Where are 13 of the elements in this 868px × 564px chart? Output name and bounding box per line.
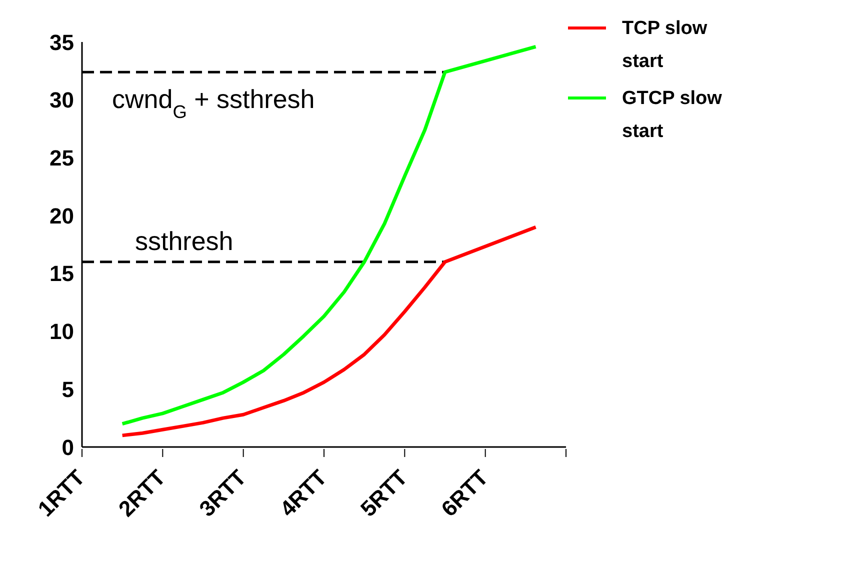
ref-line-label: cwnd$_{G}$ + ssthresh xyxy=(112,84,315,122)
y-tick-label: 30 xyxy=(50,88,74,113)
y-tick-label: 25 xyxy=(50,146,74,171)
legend-label: GTCP slow start xyxy=(622,87,723,144)
y-tick-label: 0 xyxy=(62,434,74,460)
y-tick-label: 35 xyxy=(50,30,74,55)
y-tick-label: 10 xyxy=(50,319,74,344)
y-tick-label: 5 xyxy=(62,376,74,402)
y-tick-label: 15 xyxy=(50,261,74,286)
line-series xyxy=(120,225,538,438)
y-tick-label: 20 xyxy=(50,203,74,228)
legend-label: TCP slow start xyxy=(622,17,708,74)
ref-line-label: ssthresh xyxy=(135,226,234,256)
